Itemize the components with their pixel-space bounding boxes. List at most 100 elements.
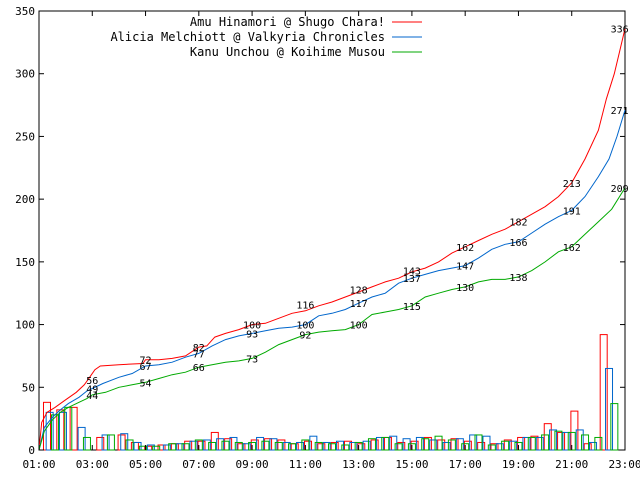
y-tick-label: 250 <box>15 130 35 143</box>
x-tick-label: 05:00 <box>129 458 162 471</box>
histogram-bar <box>381 436 390 451</box>
histogram-bar <box>429 439 438 451</box>
data-label: 191 <box>563 206 581 217</box>
histogram-bar <box>375 436 384 451</box>
histogram-bar <box>527 436 536 451</box>
histogram-bar <box>341 444 350 451</box>
histogram-bar <box>309 435 318 451</box>
data-label: 67 <box>140 362 152 373</box>
histogram-bar <box>389 435 398 451</box>
series-line <box>38 28 626 451</box>
histogram-bar <box>434 435 443 451</box>
histogram-bar <box>64 406 73 451</box>
histogram-bar <box>162 444 171 451</box>
histogram-bar <box>56 409 65 451</box>
histogram-bar <box>208 441 217 451</box>
data-label: 44 <box>86 391 98 402</box>
histogram-bar <box>224 438 233 451</box>
histogram-bar <box>106 434 115 451</box>
histogram-bar <box>575 429 584 451</box>
histogram-bar <box>176 443 185 451</box>
data-label: 209 <box>611 184 629 195</box>
x-tick-label: 11:00 <box>289 458 322 471</box>
data-label: 116 <box>296 301 314 312</box>
histogram-bar <box>402 438 411 451</box>
x-axis: 01:00 03:00 05:00 07:00 09:00 11:00 13:00 15:00… <box>22 11 640 471</box>
histogram-bar <box>146 444 155 451</box>
histogram-bar <box>120 433 129 451</box>
data-label: 336 <box>611 25 629 36</box>
histogram-bar <box>328 443 336 451</box>
data-label: 100 <box>350 321 368 332</box>
histogram-bar <box>184 440 193 451</box>
x-tick-label: 01:00 <box>22 458 55 471</box>
data-label: 117 <box>350 299 368 310</box>
histogram-bar <box>335 440 344 451</box>
histogram-bar <box>277 439 286 451</box>
histogram-bar <box>549 429 558 451</box>
histogram-bar <box>509 440 518 451</box>
data-label: 115 <box>403 302 421 313</box>
histogram-bar <box>242 443 251 451</box>
histogram-bar <box>288 443 297 451</box>
data-label: 66 <box>193 363 205 374</box>
histogram-bar <box>290 443 299 451</box>
histogram-bar <box>152 445 161 451</box>
histogram-bar <box>216 438 225 451</box>
x-tick-label: 03:00 <box>76 458 109 471</box>
data-label: 73 <box>246 354 258 365</box>
histogram-bar <box>487 444 496 451</box>
histogram-bar <box>581 434 590 451</box>
histogram-bar <box>269 438 278 451</box>
histogram-bar <box>554 430 563 451</box>
data-label: 143 <box>403 267 421 278</box>
histogram-bar <box>501 440 510 451</box>
histogram-bar <box>599 334 608 451</box>
histogram-bar <box>168 443 177 451</box>
histogram-bar <box>189 440 198 451</box>
histogram-bar <box>557 431 566 451</box>
histogram-bar <box>261 440 270 451</box>
data-label: 100 <box>243 321 261 332</box>
histogram-bar <box>138 445 147 451</box>
x-tick-label: 21:00 <box>555 458 588 471</box>
histogram-bar <box>455 438 464 451</box>
y-tick-label: 100 <box>15 319 35 332</box>
histogram-bar <box>229 436 238 451</box>
data-label: 271 <box>611 106 629 117</box>
histogram-bar <box>157 444 166 451</box>
histogram-bar <box>237 443 246 451</box>
y-tick-label: 0 <box>28 444 35 457</box>
histogram-bar <box>583 443 592 451</box>
legend-label: Kanu Unchou @ Koihime Musou <box>190 45 385 59</box>
legend-label: Alicia Melchiott @ Valkyria Chronicles <box>110 30 385 44</box>
histogram-bar <box>130 441 139 451</box>
legend: Amu Hinamori @ Shugo Chara!Alicia Melchi… <box>110 15 422 59</box>
x-tick-label: 17:00 <box>449 458 482 471</box>
histogram-bar <box>256 436 265 451</box>
y-tick-label: 150 <box>15 256 35 269</box>
histogram-bar <box>437 439 446 451</box>
labels-layer: 5672821001161281431621822133364967779310… <box>86 25 628 402</box>
histogram-bar <box>594 436 603 451</box>
y-tick-label: 50 <box>22 381 35 394</box>
histogram-bar <box>69 406 78 451</box>
histogram-bar <box>415 436 424 451</box>
bars-layer <box>42 334 619 451</box>
data-label: 77 <box>193 349 205 360</box>
histogram-bar <box>469 434 478 451</box>
histogram-bar <box>58 411 67 451</box>
data-label: 213 <box>563 179 581 190</box>
data-label: 182 <box>509 218 527 229</box>
histogram-bar <box>370 439 379 451</box>
data-label: 100 <box>296 321 314 332</box>
plot-frame <box>38 10 626 451</box>
data-label: 138 <box>509 273 527 284</box>
histogram-bar <box>96 436 105 451</box>
histogram-bar <box>42 401 51 451</box>
histogram-bar <box>349 441 358 451</box>
x-tick-label: 09:00 <box>236 458 269 471</box>
histogram-bar <box>605 367 614 451</box>
histogram-bar <box>322 441 331 451</box>
